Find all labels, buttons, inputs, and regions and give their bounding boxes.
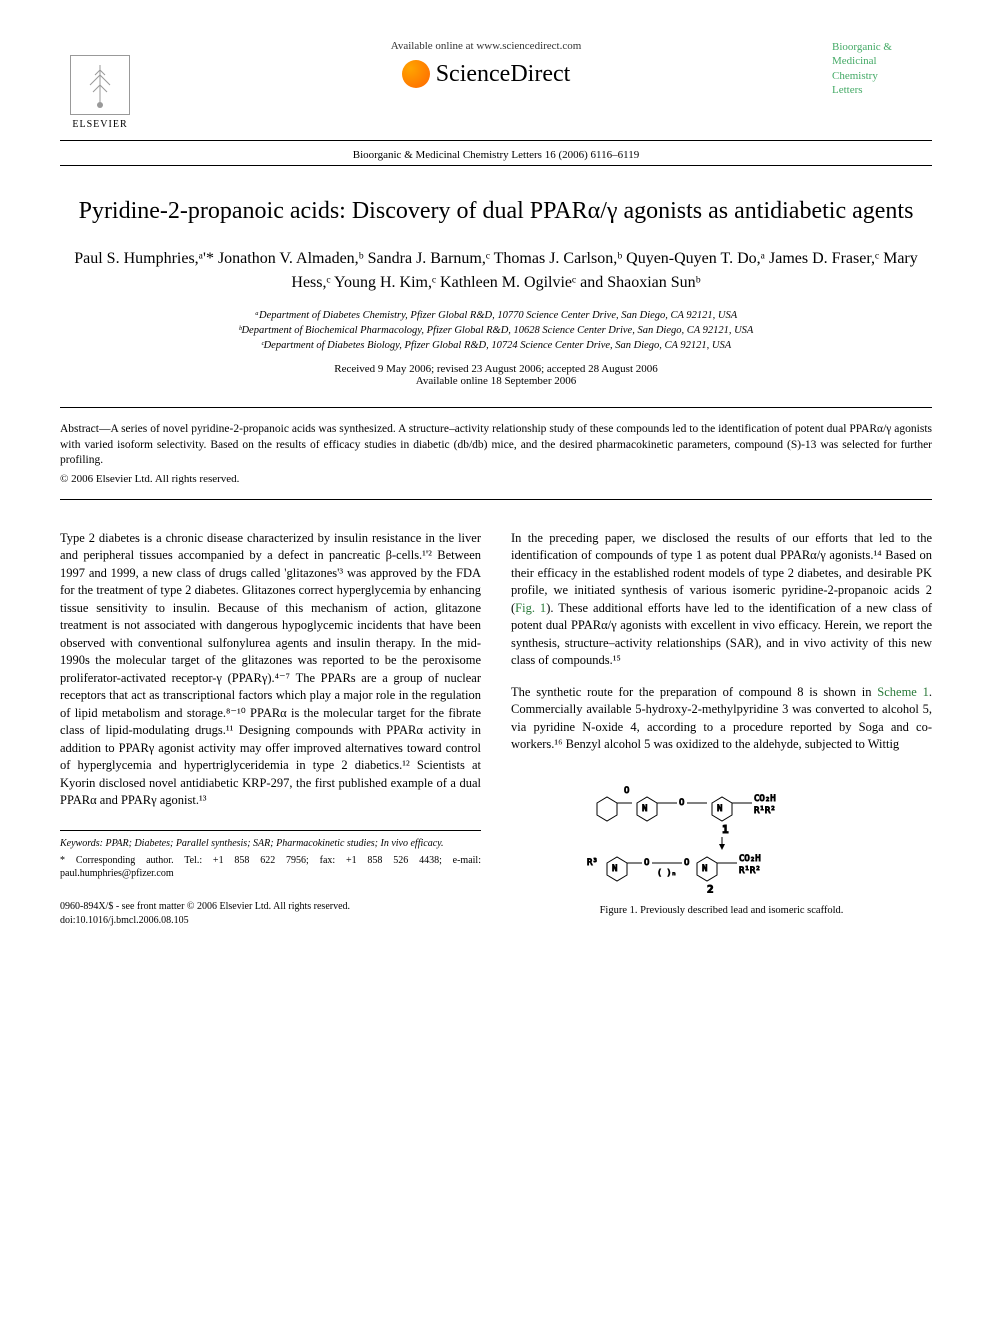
keywords-text: PPAR; Diabetes; Parallel synthesis; SAR;… — [105, 838, 443, 849]
svg-text:R¹R²: R¹R² — [739, 866, 761, 876]
available-online-text: Available online at www.sciencedirect.co… — [160, 40, 812, 52]
abstract-copyright: © 2006 Elsevier Ltd. All rights reserved… — [60, 473, 932, 485]
sciencedirect-label: ScienceDirect — [436, 61, 571, 88]
received-date: Received 9 May 2006; revised 23 August 2… — [60, 363, 932, 375]
divider — [60, 165, 932, 166]
left-column: Type 2 diabetes is a chronic disease cha… — [60, 530, 481, 928]
footer-area: Keywords: PPAR; Diabetes; Parallel synth… — [60, 830, 481, 880]
doi-text: doi:10.1016/j.bmcl.2006.08.105 — [60, 914, 481, 928]
corresponding-author: * Corresponding author. Tel.: +1 858 622… — [60, 854, 481, 880]
issn-line: 0960-894X/$ - see front matter © 2006 El… — [60, 900, 481, 914]
available-date: Available online 18 September 2006 — [60, 375, 932, 387]
journal-name-box: Bioorganic & Medicinal Chemistry Letters — [832, 40, 932, 97]
journal-line: Bioorganic & — [832, 40, 932, 54]
journal-line: Chemistry — [832, 69, 932, 83]
figure-caption: Figure 1. Previously described lead and … — [511, 904, 932, 919]
elsevier-tree-icon — [70, 55, 130, 115]
svg-text:R³: R³ — [587, 858, 598, 868]
body-paragraph: Type 2 diabetes is a chronic disease cha… — [60, 530, 481, 810]
journal-line: Letters — [832, 83, 932, 97]
elsevier-label: ELSEVIER — [72, 119, 127, 130]
journal-line: Medicinal — [832, 54, 932, 68]
svg-text:R¹R²: R¹R² — [754, 806, 776, 816]
keywords-label: Keywords: — [60, 838, 103, 849]
svg-text:O: O — [624, 786, 629, 796]
sciencedirect-icon — [402, 60, 430, 88]
right-column: In the preceding paper, we disclosed the… — [511, 530, 932, 928]
svg-text:2: 2 — [707, 883, 714, 893]
header-row: ELSEVIER Available online at www.science… — [60, 40, 932, 130]
svg-text:CO₂H: CO₂H — [754, 794, 776, 804]
body-paragraph: In the preceding paper, we disclosed the… — [511, 530, 932, 670]
center-header: Available online at www.sciencedirect.co… — [140, 40, 832, 88]
affiliations: ᵃDepartment of Diabetes Chemistry, Pfize… — [60, 309, 932, 353]
article-dates: Received 9 May 2006; revised 23 August 2… — [60, 363, 932, 387]
divider — [60, 499, 932, 500]
authors-list: Paul S. Humphries,ᵃ'* Jonathon V. Almade… — [60, 247, 932, 295]
svg-text:N: N — [717, 804, 722, 814]
divider — [60, 140, 932, 141]
abstract-text: Abstract—A series of novel pyridine-2-pr… — [60, 422, 932, 469]
keywords-line: Keywords: PPAR; Diabetes; Parallel synth… — [60, 837, 481, 850]
figure-1: O N O N CO₂H R¹R² 1 — [511, 768, 932, 919]
svg-text:O: O — [684, 858, 689, 868]
svg-text:O: O — [679, 798, 684, 808]
svg-text:O: O — [644, 858, 649, 868]
svg-text:N: N — [702, 864, 707, 874]
body-columns: Type 2 diabetes is a chronic disease cha… — [60, 530, 932, 928]
affiliation: ᵇDepartment of Biochemical Pharmacology,… — [60, 324, 932, 339]
svg-text:1: 1 — [722, 823, 729, 836]
doi-block: 0960-894X/$ - see front matter © 2006 El… — [60, 900, 481, 928]
svg-text:CO₂H: CO₂H — [739, 854, 761, 864]
divider — [60, 407, 932, 408]
affiliation: ᶜDepartment of Diabetes Biology, Pfizer … — [60, 339, 932, 354]
svg-text:N: N — [642, 804, 647, 814]
svg-text:N: N — [612, 864, 617, 874]
chemical-structure-diagram: O N O N CO₂H R¹R² 1 — [511, 768, 932, 898]
elsevier-logo: ELSEVIER — [60, 40, 140, 130]
journal-reference: Bioorganic & Medicinal Chemistry Letters… — [60, 149, 932, 161]
body-paragraph: The synthetic route for the preparation … — [511, 684, 932, 754]
sciencedirect-logo: ScienceDirect — [160, 60, 812, 88]
svg-text:( )ₙ: ( )ₙ — [657, 868, 676, 877]
affiliation: ᵃDepartment of Diabetes Chemistry, Pfize… — [60, 309, 932, 324]
article-title: Pyridine-2-propanoic acids: Discovery of… — [60, 196, 932, 227]
